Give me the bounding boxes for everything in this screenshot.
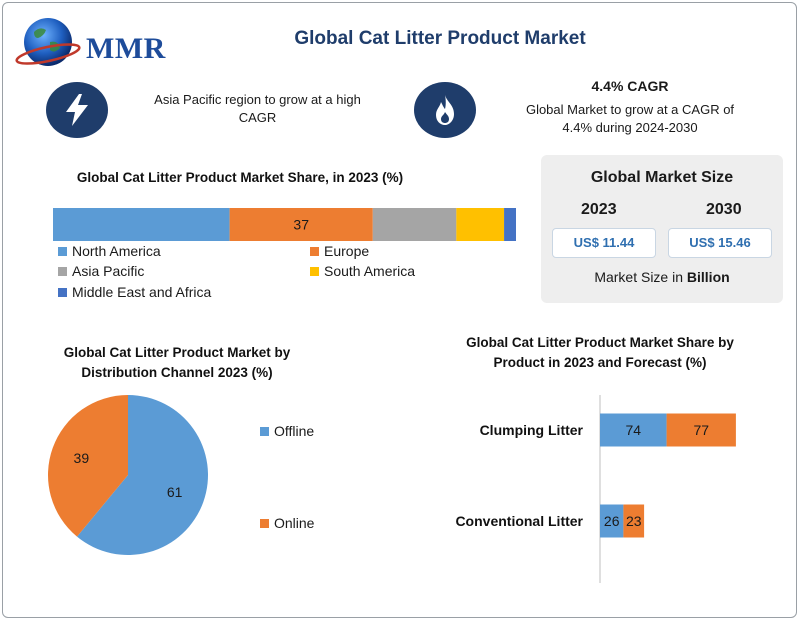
globe-icon (15, 18, 81, 66)
market-size-2030-value: US$ 15.46 (668, 228, 772, 258)
flame-icon (414, 82, 476, 138)
page-title: Global Cat Litter Product Market (294, 28, 586, 49)
legend-asia-pacific: Asia Pacific (58, 263, 144, 279)
legend-label: South America (324, 263, 416, 279)
distribution-chart-title: Global Cat Litter Product Market by Dist… (63, 345, 291, 380)
legend-south-america: South America (310, 263, 415, 279)
product-chart-title: Global Cat Litter Product Market Share b… (466, 335, 734, 370)
legend-swatch (58, 287, 67, 297)
share-segment-europe (229, 208, 373, 241)
product-category-label: Conventional Litter (455, 513, 583, 529)
note-prefix: Market Size in (594, 269, 687, 285)
lightning-icon (46, 82, 108, 138)
legend-online: Online (260, 515, 314, 531)
share-segment-middle-east-and-africa (504, 208, 516, 241)
legend-label: Asia Pacific (72, 263, 145, 279)
product-data-label: 74 (626, 422, 642, 438)
product-category-label: Clumping Litter (480, 422, 584, 438)
legend-swatch (58, 266, 67, 276)
share-segment-north-america (53, 208, 230, 241)
market-size-title: Global Market Size (590, 169, 734, 186)
pie-slice-offline (77, 395, 209, 555)
cagr-text: Global Market to grow at a CAGR of 4.4% … (525, 102, 735, 135)
product-bar-segment (623, 504, 645, 538)
legend-label: North America (72, 243, 161, 259)
product-data-label: 26 (604, 513, 620, 529)
legend-label: Offline (274, 423, 315, 439)
legend-label: Online (274, 515, 315, 531)
share-data-label: 37 (293, 217, 309, 233)
market-share-bar-chart: 37 (53, 208, 516, 241)
legend-swatch (310, 246, 319, 256)
product-bar-segment (600, 413, 667, 447)
product-bar-segment (666, 413, 736, 447)
legend-north-america: North America (58, 243, 161, 259)
distribution-pie-chart: 61 39 (48, 395, 209, 555)
year-2023-label: 2023 (581, 201, 617, 218)
pie-slice-online (48, 395, 128, 537)
market-size-panel: Global Market Size 2023 2030 US$ 11.44 U… (541, 155, 783, 303)
legend-label: Middle East and Africa (72, 284, 212, 300)
legend-label: Europe (324, 243, 370, 259)
product-bar-chart: Clumping Litter 74 77 Conventional Litter 26… (455, 395, 736, 583)
note-unit: Billion (686, 269, 730, 285)
legend-swatch (260, 518, 269, 528)
product-data-label: 77 (693, 422, 709, 438)
share-segment-south-america (456, 208, 505, 241)
logo-text: MMR (86, 32, 166, 65)
legend-swatch (310, 266, 319, 276)
product-bar-segment (600, 504, 624, 538)
legend-swatch (58, 246, 67, 256)
pie-data-label: 61 (167, 484, 183, 500)
legend-offline: Offline (260, 423, 314, 439)
cagr-title: 4.4% CAGR (591, 78, 669, 94)
legend-middle-east-africa: Middle East and Africa (58, 284, 211, 300)
market-size-2023-value: US$ 11.44 (552, 228, 656, 258)
share-chart-title: Global Cat Litter Product Market Share, … (76, 170, 404, 185)
market-size-note: Market Size in Billion (541, 269, 783, 285)
product-data-label: 23 (626, 513, 642, 529)
mmr-logo: MMR (14, 12, 166, 74)
share-segment-asia-pacific (372, 208, 457, 241)
legend-swatch (260, 426, 269, 436)
pie-data-label: 39 (74, 450, 90, 466)
region-growth-text: Asia Pacific region to grow at a high CA… (154, 92, 361, 125)
year-2030-label: 2030 (706, 201, 742, 218)
legend-europe: Europe (310, 243, 369, 259)
